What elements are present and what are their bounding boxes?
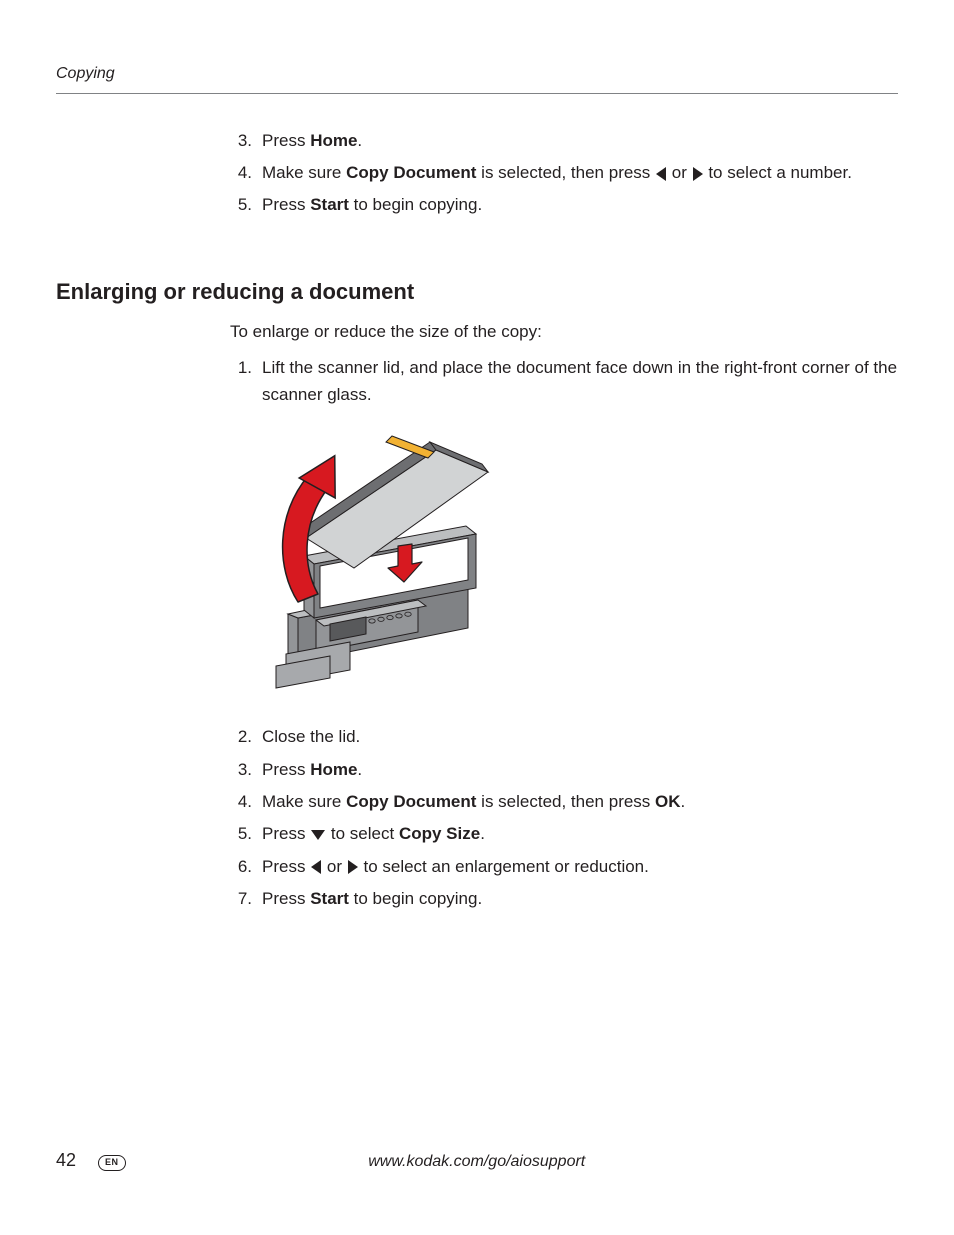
right-arrow-icon — [348, 860, 358, 874]
bold-term: Copy Size — [399, 824, 480, 843]
step-number: 5. — [230, 821, 252, 847]
step-item: 3. Press Home. — [230, 757, 898, 783]
step-number: 3. — [230, 128, 252, 154]
step-number: 4. — [230, 789, 252, 815]
step-text: Close the lid. — [262, 727, 360, 746]
step-text: Press Start to begin copying. — [262, 889, 482, 908]
step-number: 1. — [230, 355, 252, 381]
step-item: 2. Close the lid. — [230, 724, 898, 750]
steps-list-top: 3. Press Home. 4. Make sure Copy Document i… — [230, 128, 898, 219]
step-text: Press to select Copy Size. — [262, 824, 485, 843]
step-item: 7. Press Start to begin copying. — [230, 886, 898, 912]
step-item: 1. Lift the scanner lid, and place the do… — [230, 355, 898, 408]
scanner-figure — [258, 418, 898, 704]
step-text: Press Home. — [262, 760, 362, 779]
intro-paragraph: To enlarge or reduce the size of the cop… — [230, 319, 898, 345]
step-text: Make sure Copy Document is selected, the… — [262, 163, 852, 182]
step-item: 6. Press or to select an enlargement or r… — [230, 854, 898, 880]
step-item: 5. Press to select Copy Size. — [230, 821, 898, 847]
section-heading: Enlarging or reducing a document — [56, 275, 898, 309]
left-arrow-icon — [656, 167, 666, 181]
left-arrow-icon — [311, 860, 321, 874]
step-item: 3. Press Home. — [230, 128, 898, 154]
step-text: Press Home. — [262, 131, 362, 150]
step-item: 4. Make sure Copy Document is selected, t… — [230, 160, 898, 186]
step-number: 2. — [230, 724, 252, 750]
running-header: Copying — [56, 62, 898, 94]
bold-term: Copy Document — [346, 163, 476, 182]
step-text: Lift the scanner lid, and place the docu… — [262, 358, 897, 403]
steps-list-bottom-before-figure: 1. Lift the scanner lid, and place the do… — [230, 355, 898, 408]
footer-url: www.kodak.com/go/aiosupport — [56, 1150, 898, 1175]
page-footer: 42 EN www.kodak.com/go/aiosupport — [0, 1147, 954, 1175]
language-badge: EN — [98, 1155, 126, 1171]
step-text: Press or to select an enlargement or red… — [262, 857, 649, 876]
steps-list-bottom-after-figure: 2. Close the lid. 3. Press Home. 4. Make sure… — [230, 724, 898, 912]
bold-term: Home — [310, 760, 357, 779]
step-number: 5. — [230, 192, 252, 218]
bold-term: Home — [310, 131, 357, 150]
bold-term: Start — [310, 195, 349, 214]
bold-term: Start — [310, 889, 349, 908]
bold-term: Copy Document — [346, 792, 476, 811]
bold-term: OK — [655, 792, 681, 811]
step-text: Make sure Copy Document is selected, the… — [262, 792, 685, 811]
right-arrow-icon — [693, 167, 703, 181]
content-column: 3. Press Home. 4. Make sure Copy Document i… — [56, 128, 898, 219]
step-item: 4. Make sure Copy Document is selected, t… — [230, 789, 898, 815]
step-number: 6. — [230, 854, 252, 880]
down-arrow-icon — [311, 830, 325, 840]
step-number: 7. — [230, 886, 252, 912]
step-text: Press Start to begin copying. — [262, 195, 482, 214]
step-number: 3. — [230, 757, 252, 783]
step-number: 4. — [230, 160, 252, 186]
step-item: 5. Press Start to begin copying. — [230, 192, 898, 218]
